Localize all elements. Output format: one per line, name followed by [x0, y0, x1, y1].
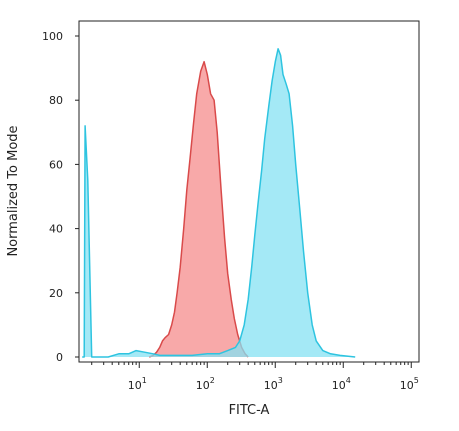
y-axis-label: Normalized To Mode — [6, 125, 21, 256]
series-2-line — [82, 48, 356, 358]
x-tick-label: 104 — [332, 376, 351, 392]
y-tick-label: 40 — [49, 223, 63, 236]
y-tick-label: 100 — [42, 30, 63, 43]
y-tick-label: 20 — [49, 287, 63, 300]
series-1-line — [148, 60, 249, 358]
x-tick-label: 101 — [128, 376, 147, 392]
plot-frame — [78, 20, 420, 363]
y-tick-label: 60 — [49, 158, 63, 171]
x-tick-label: 103 — [264, 376, 283, 392]
x-tick-label: 102 — [196, 376, 215, 392]
x-axis-label: FITC-A — [229, 403, 270, 418]
y-axis-ticks: 0 20 40 60 80 100 — [42, 30, 79, 364]
series-1-fill — [149, 61, 249, 357]
y-tick-label: 0 — [56, 351, 63, 364]
series-layer — [82, 48, 356, 358]
x-axis-ticks: 101 102 103 104 105 — [91, 362, 419, 392]
series-2-fill — [82, 48, 356, 358]
y-tick-label: 80 — [49, 94, 63, 107]
x-tick-label: 105 — [400, 376, 419, 392]
